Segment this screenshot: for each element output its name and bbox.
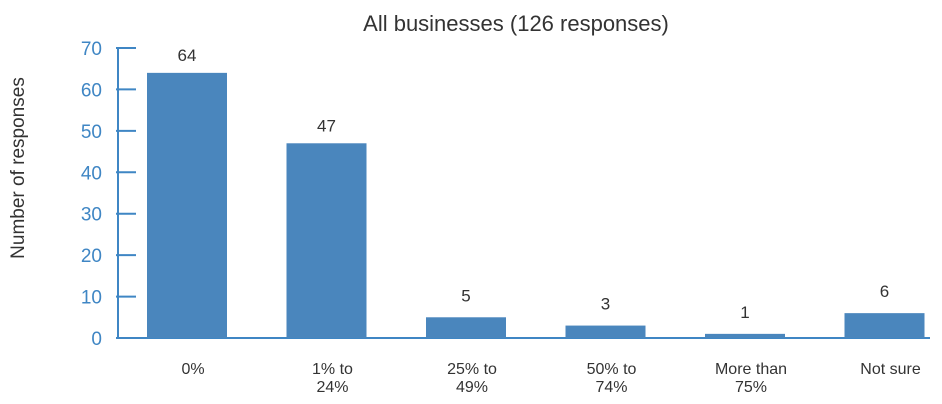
y-tick-label: 10 — [81, 288, 102, 309]
y-tick-label: 30 — [81, 205, 102, 226]
data-labels: 64 47 5 3 1 6 — [178, 46, 890, 322]
x-tick-label: 25% to 49% — [447, 361, 497, 396]
bars — [147, 72, 925, 338]
data-label: 5 — [461, 286, 470, 305]
x-tick-label: 50% to 74% — [587, 361, 637, 396]
data-label: 6 — [880, 282, 889, 301]
bar — [426, 317, 506, 338]
y-axis-label: Number of responses — [8, 77, 29, 259]
y-axis: 0 10 20 30 40 50 60 70 — [81, 39, 136, 350]
x-tick-label: More than 75% — [715, 361, 787, 396]
bar — [286, 143, 367, 338]
data-label: 1 — [740, 303, 749, 322]
y-tick-label: 20 — [81, 246, 102, 267]
y-tick-label: 0 — [91, 329, 102, 350]
chart-title: All businesses (126 responses) — [363, 11, 669, 36]
x-tick-labels: 0% 1% to 24% 25% to 49% 50% to 74% More than 75%… — [181, 361, 920, 396]
bar — [565, 325, 646, 338]
x-tick-label: Not sure — [860, 361, 921, 378]
y-tick-label: 40 — [81, 163, 102, 184]
y-tick-label: 50 — [81, 122, 102, 143]
data-label: 47 — [317, 116, 336, 135]
data-label: 64 — [178, 46, 197, 65]
x-tick-label: 1% to 24% — [312, 361, 353, 396]
bar — [705, 333, 785, 338]
x-tick-label: 0% — [181, 361, 204, 378]
y-tick-label: 70 — [81, 39, 102, 60]
data-label: 3 — [601, 295, 610, 314]
bar — [147, 72, 227, 338]
bar — [844, 313, 925, 338]
y-tick-label: 60 — [81, 80, 102, 101]
